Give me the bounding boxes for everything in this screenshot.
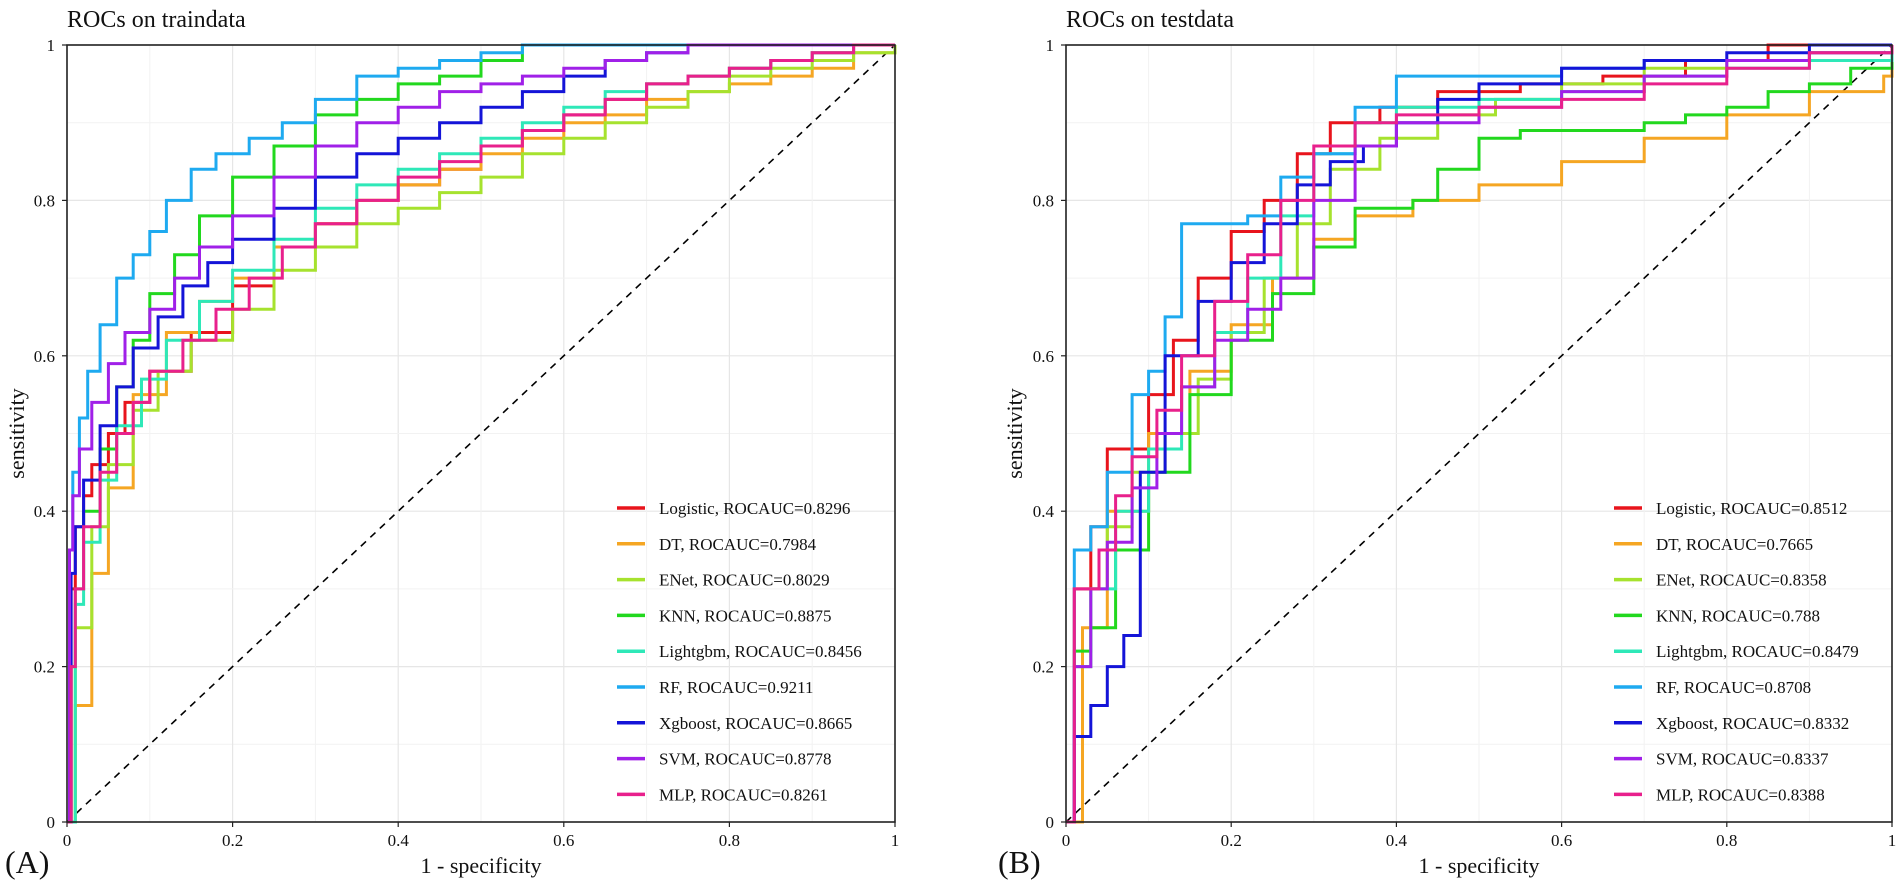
legend-entry: Lightgbm, ROCAUC=0.8479 [1656, 642, 1859, 661]
legend: Logistic, ROCAUC=0.8512 DT, ROCAUC=0.7665… [1614, 499, 1859, 804]
legend-entry: SVM, ROCAUC=0.8337 [1656, 750, 1829, 769]
panel-label: (B) [998, 844, 1041, 880]
x-tick-label: 0 [63, 831, 72, 850]
y-tick-label: 0 [47, 813, 56, 832]
legend-entry: SVM, ROCAUC=0.8778 [659, 750, 832, 769]
legend-entry: MLP, ROCAUC=0.8388 [1656, 785, 1825, 804]
plot-frame [66, 44, 896, 823]
chart-title: ROCs on testdata [1066, 7, 1234, 33]
y-tick-label: 0 [1046, 813, 1055, 832]
legend-entry: Lightgbm, ROCAUC=0.8456 [659, 642, 862, 661]
x-tick-label: 0 [1062, 831, 1071, 850]
roc-curve-rf [67, 43, 895, 824]
chart-panel-test: 0 0.2 0.4 0.6 0.8 1 0 0.2 0.4 0.6 0.8 1 ROCs on test… [998, 7, 1896, 880]
chart-title: ROCs on traindata [67, 7, 246, 33]
x-axis-label: 1 - specificity [421, 853, 542, 878]
legend-entry: MLP, ROCAUC=0.8261 [659, 785, 828, 804]
x-tick-label: 1 [891, 831, 900, 850]
legend-entry: KNN, ROCAUC=0.8875 [659, 606, 832, 625]
x-tick-label: 0.6 [1551, 831, 1572, 850]
y-axis-label: sensitivity [1002, 388, 1027, 478]
x-axis-label: 1 - specificity [1419, 853, 1540, 878]
y-tick-label: 0.4 [1033, 502, 1055, 521]
x-tick-label: 0.2 [1221, 831, 1242, 850]
x-tick-label: 0.4 [388, 831, 410, 850]
y-tick-label: 1 [1046, 36, 1055, 55]
x-tick-label: 0.8 [1716, 831, 1737, 850]
legend: Logistic, ROCAUC=0.8296 DT, ROCAUC=0.7984… [617, 499, 862, 804]
legend-entry: RF, ROCAUC=0.8708 [1656, 678, 1811, 697]
y-tick-label: 0.6 [34, 347, 55, 366]
y-tick-label: 0.4 [34, 502, 56, 521]
y-tick-label: 0.2 [34, 658, 55, 677]
y-tick-label: 1 [47, 36, 56, 55]
legend-entry: DT, ROCAUC=0.7984 [659, 535, 817, 554]
legend-entry: Logistic, ROCAUC=0.8296 [659, 499, 850, 518]
x-tick-label: 1 [1888, 831, 1897, 850]
legend-entry: ENet, ROCAUC=0.8358 [1656, 571, 1827, 590]
roc-curve-svm [67, 43, 895, 824]
y-tick-label: 0.6 [1033, 347, 1054, 366]
roc-curve-knn [1066, 45, 1894, 824]
legend-entry: KNN, ROCAUC=0.788 [1656, 606, 1820, 625]
legend-entry: Logistic, ROCAUC=0.8512 [1656, 499, 1847, 518]
plot-frame [1065, 44, 1893, 823]
x-tick-label: 0.4 [1386, 831, 1408, 850]
y-tick-label: 0.8 [1033, 191, 1054, 210]
legend-entry: Xgboost, ROCAUC=0.8665 [659, 714, 852, 733]
roc-curve-mlp [1066, 45, 1894, 824]
roc-curve-xgboost [1066, 43, 1892, 824]
legend-entry: ENet, ROCAUC=0.8029 [659, 571, 830, 590]
y-tick-label: 0.2 [1033, 658, 1054, 677]
chart-panel-train: 0 0.2 0.4 0.6 0.8 1 0 0.2 0.4 0.6 0.8 1 ROCs on trai… [4, 7, 899, 880]
y-tick-label: 0.8 [34, 191, 55, 210]
x-tick-label: 0.6 [553, 831, 574, 850]
x-tick-label: 0.8 [719, 831, 740, 850]
y-axis-label: sensitivity [4, 388, 29, 478]
legend-entry: RF, ROCAUC=0.9211 [659, 678, 814, 697]
legend-entry: DT, ROCAUC=0.7665 [1656, 535, 1813, 554]
roc-curve-mlp [67, 43, 895, 824]
panel-label: (A) [5, 844, 49, 880]
legend-entry: Xgboost, ROCAUC=0.8332 [1656, 714, 1849, 733]
roc-curve-svm [1066, 45, 1894, 824]
x-tick-label: 0.2 [222, 831, 243, 850]
